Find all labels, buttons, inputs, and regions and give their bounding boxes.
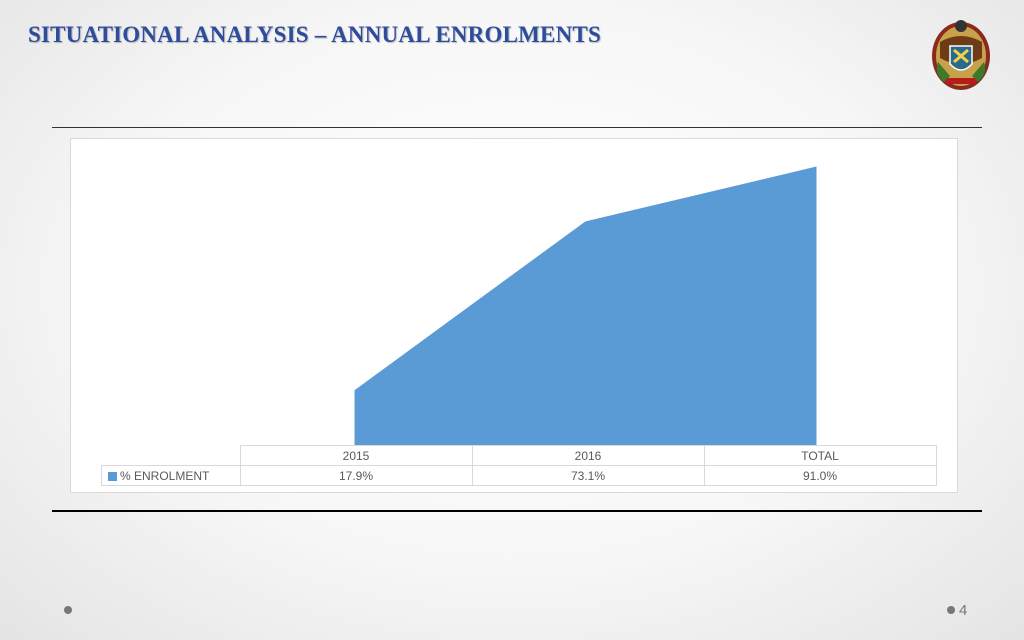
category-label: TOTAL — [703, 445, 937, 466]
bullet-right-icon — [947, 606, 955, 614]
area-chart-plot — [354, 166, 817, 445]
data-table-value-row: % ENROLMENT 17.9% 73.1% 91.0% — [101, 465, 937, 486]
data-label: 17.9% — [239, 465, 473, 486]
series-area-enrolment — [354, 166, 817, 445]
category-label: 2016 — [471, 445, 705, 466]
data-table-header-row: 2015 2016 TOTAL — [102, 445, 937, 466]
category-label: 2015 — [239, 445, 473, 466]
bottom-divider — [52, 510, 982, 512]
legend-key: % ENROLMENT — [101, 465, 241, 486]
data-label: 73.1% — [471, 465, 705, 486]
data-table: 2015 2016 TOTAL % ENROLMENT 17.9% 73.1% … — [101, 445, 937, 486]
bullet-left-icon — [64, 606, 72, 614]
series-name: % ENROLMENT — [120, 468, 210, 483]
coat-of-arms-icon — [932, 20, 990, 90]
top-divider — [52, 127, 982, 128]
legend-swatch — [108, 471, 117, 481]
data-label: 91.0% — [703, 465, 937, 486]
slide-title: SITUATIONAL ANALYSIS – ANNUAL ENROLMENTS — [28, 22, 601, 47]
chart-area: 2015 2016 TOTAL % ENROLMENT 17.9% 73.1% … — [70, 138, 958, 493]
page-number: 4 — [959, 602, 968, 619]
